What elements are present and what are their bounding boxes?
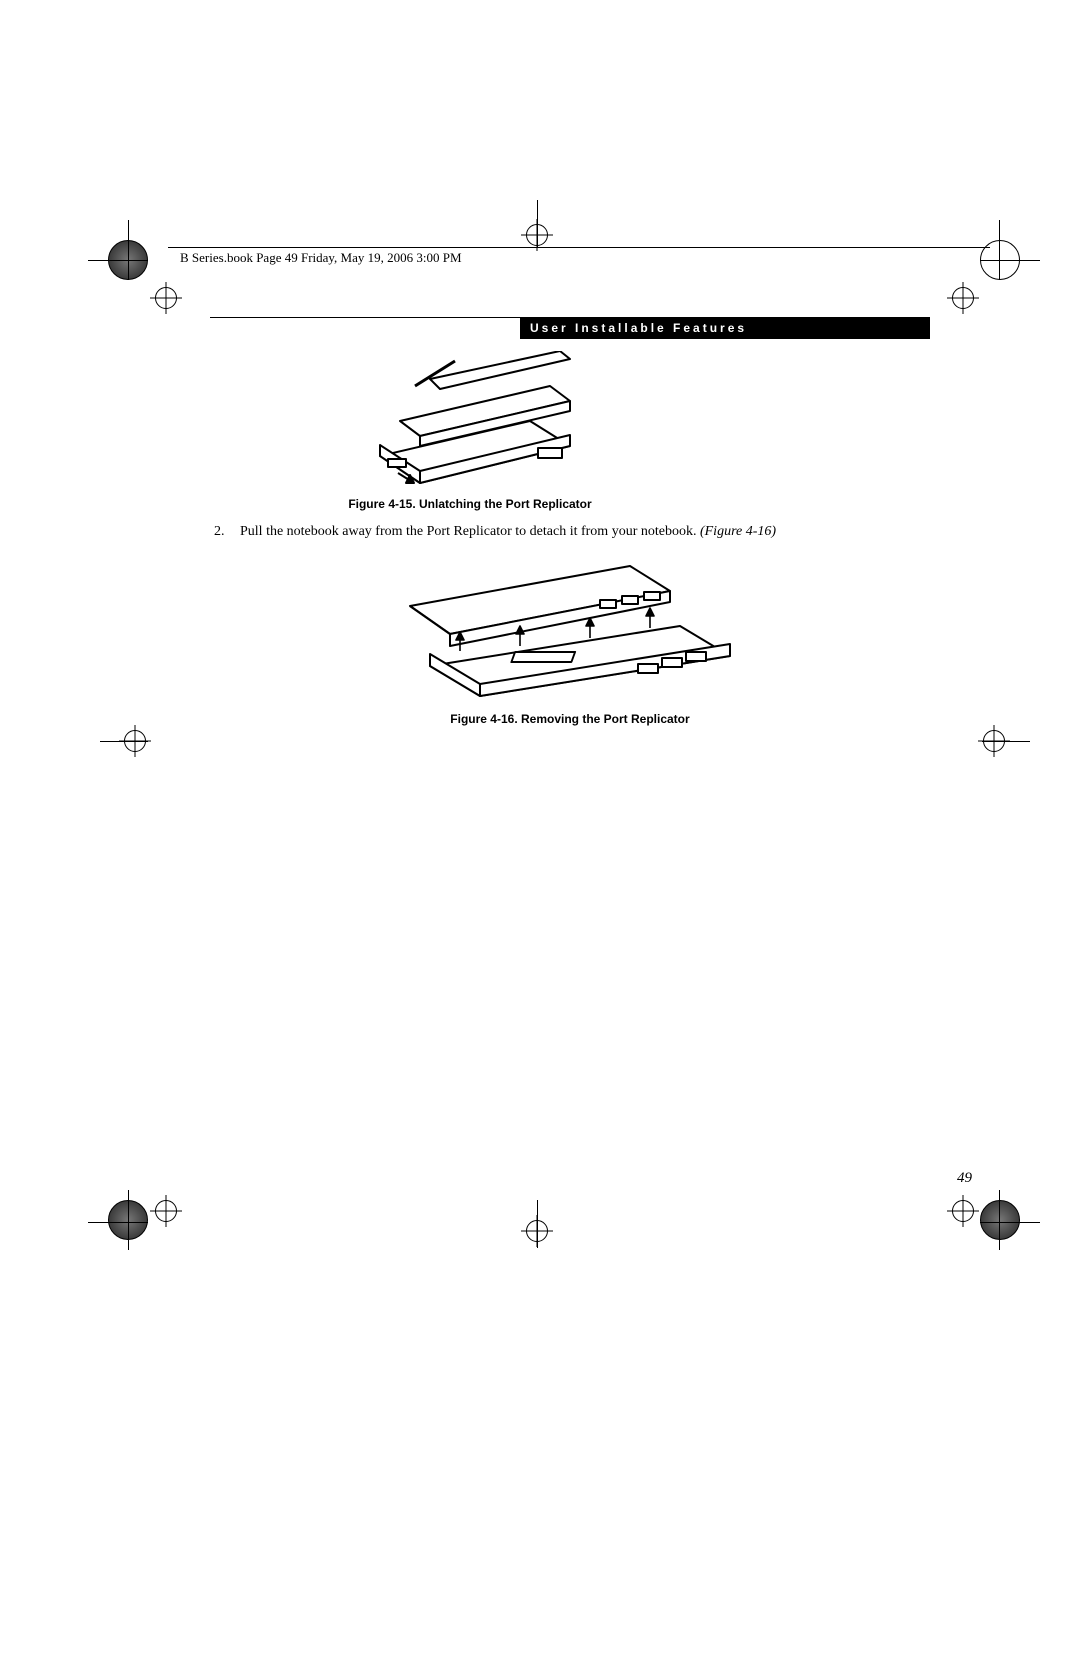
crop-line [128,220,129,280]
crop-line [88,260,148,261]
crop-line [980,1222,1040,1223]
page-number: 49 [957,1170,972,1187]
figure-4-15-illustration [360,351,580,491]
crop-line [100,741,148,742]
step-2: 2. Pull the notebook away from the Port … [214,523,930,542]
page-frame-top [168,247,990,248]
print-stamp: B Series.book Page 49 Friday, May 19, 20… [176,250,466,266]
figure-4-16-caption: Figure 4-16. Removing the Port Replicato… [210,712,930,726]
reg-small-bottom-right [952,1200,974,1222]
step-figure-ref: (Figure 4-16) [700,524,776,539]
step-text-main: Pull the notebook away from the Port Rep… [240,524,700,539]
step-text: Pull the notebook away from the Port Rep… [240,523,776,542]
crop-line [128,1190,129,1250]
figure-4-15-caption: Figure 4-15. Unlatching the Port Replica… [10,497,930,511]
reg-small-bottom-left [155,1200,177,1222]
reg-mark-bottom-right [980,1200,1020,1240]
step-number: 2. [214,523,230,542]
figure-4-16 [210,556,930,706]
crop-line [537,1200,538,1248]
reg-small-top-left [155,287,177,309]
figure-4-16-illustration [400,556,740,706]
figure-4-15 [10,351,930,491]
crop-line [537,200,538,248]
crop-line [88,1222,148,1223]
crop-line [999,1190,1000,1250]
crop-line [999,220,1000,280]
reg-small-top-right [952,287,974,309]
crop-line [982,741,1030,742]
crop-line [980,260,1040,261]
content-block: User Installable Features [210,317,930,726]
section-header: User Installable Features [520,317,930,339]
